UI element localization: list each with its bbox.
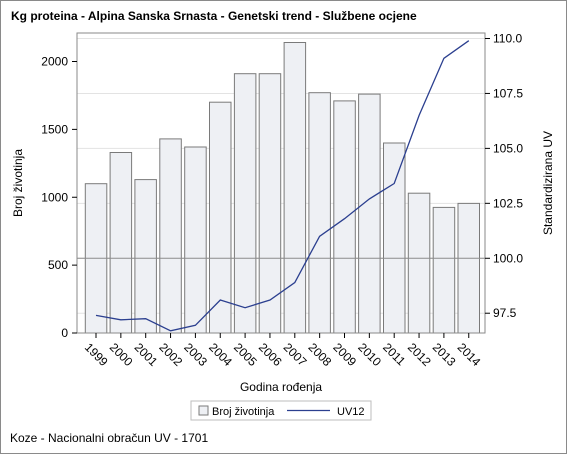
bar bbox=[209, 101, 232, 334]
bar bbox=[383, 142, 406, 334]
y-tick-label: 2000 bbox=[41, 55, 68, 69]
legend-bar-label: Broj životinja bbox=[212, 406, 275, 418]
bar bbox=[109, 152, 133, 334]
x-axis-title: Godina rođenja bbox=[240, 380, 322, 394]
x-tick-label: 2004 bbox=[206, 340, 235, 369]
bar bbox=[333, 100, 356, 334]
legend bbox=[190, 400, 372, 421]
y-tick-label: 1500 bbox=[41, 122, 68, 136]
chart-footnote: Koze - Nacionalni obračun UV - 1701 bbox=[10, 431, 209, 445]
x-tick-label: 2008 bbox=[306, 340, 335, 369]
y-tick-label: 500 bbox=[48, 258, 68, 272]
y2-tick-label: 97.5 bbox=[493, 306, 517, 320]
bar bbox=[159, 138, 182, 334]
y-axis-title: Broj životinja bbox=[11, 149, 25, 217]
bar bbox=[358, 93, 381, 334]
y2-tick-label: 105.0 bbox=[493, 141, 523, 155]
x-tick-label: 2000 bbox=[107, 340, 136, 369]
x-tick-label: 2013 bbox=[430, 340, 459, 369]
x-tick-label: 2009 bbox=[330, 340, 359, 369]
bar bbox=[407, 192, 431, 334]
x-tick-label: 2003 bbox=[181, 340, 210, 369]
x-tick-label: 2001 bbox=[132, 340, 161, 369]
uv12-line bbox=[95, 40, 470, 332]
x-tick-label: 2002 bbox=[156, 340, 185, 369]
x-tick-label: 2011 bbox=[380, 340, 408, 368]
bar bbox=[134, 179, 157, 334]
x-tick-label: 2012 bbox=[405, 340, 434, 369]
y2-tick-label: 100.0 bbox=[493, 251, 523, 265]
y2-tick-label: 107.5 bbox=[493, 86, 523, 100]
y2-tick-label: 110.0 bbox=[493, 31, 522, 45]
x-tick-label: 2010 bbox=[355, 340, 384, 369]
bar bbox=[283, 42, 307, 334]
bar bbox=[457, 202, 480, 334]
x-tick-label: 1999 bbox=[82, 340, 111, 369]
y-tick-label: 0 bbox=[61, 326, 68, 340]
bar bbox=[432, 206, 456, 334]
y2-axis-title: Standardizirana UV bbox=[541, 131, 555, 235]
y-tick-label: 1000 bbox=[41, 190, 68, 204]
legend-line-label: UV12 bbox=[337, 406, 365, 418]
legend-bar-swatch bbox=[198, 405, 209, 416]
bar bbox=[233, 73, 257, 334]
x-tick-label: 2005 bbox=[231, 340, 260, 369]
x-tick-label: 2006 bbox=[256, 340, 285, 369]
plot-area bbox=[76, 32, 486, 334]
bar bbox=[308, 92, 331, 334]
bar bbox=[184, 146, 207, 334]
x-tick-label: 2007 bbox=[281, 340, 310, 369]
x-tick-label: 2014 bbox=[455, 340, 484, 369]
chart-title: Kg proteina - Alpina Sanska Srnasta - Ge… bbox=[11, 9, 417, 23]
y2-tick-label: 102.5 bbox=[493, 196, 523, 210]
